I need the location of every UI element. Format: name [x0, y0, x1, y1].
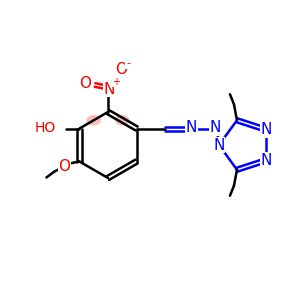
Text: O: O [115, 61, 127, 76]
Text: -: - [126, 58, 130, 68]
Ellipse shape [116, 116, 129, 125]
Text: N: N [186, 121, 197, 136]
Text: N: N [210, 121, 221, 136]
Text: O: O [58, 159, 70, 174]
Text: O: O [79, 76, 91, 92]
Ellipse shape [87, 116, 100, 125]
Text: N: N [260, 153, 272, 168]
Text: N: N [213, 137, 225, 152]
Text: N: N [260, 122, 272, 137]
Text: +: + [112, 77, 120, 87]
Text: HO: HO [34, 122, 56, 136]
Text: N: N [103, 82, 115, 97]
